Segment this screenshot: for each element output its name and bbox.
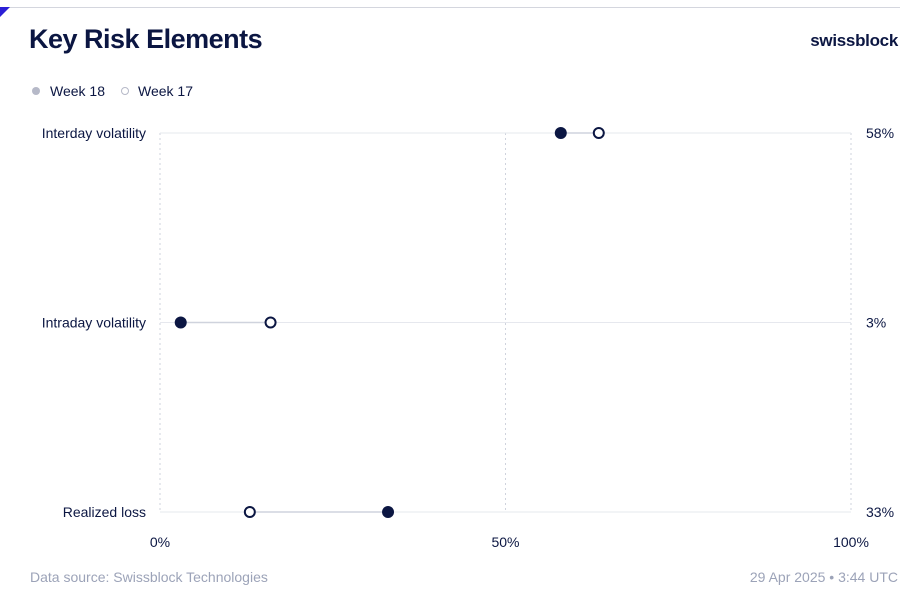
legend-label: Week 18 — [50, 83, 105, 99]
value-label: 58% — [866, 125, 894, 141]
value-label: 33% — [866, 504, 894, 520]
brand-logo: swissblock — [810, 31, 898, 50]
hollow-dot-icon — [121, 87, 129, 95]
corner-accent — [0, 7, 10, 17]
category-label: Interday volatility — [42, 125, 146, 141]
category-label: Intraday volatility — [42, 315, 146, 331]
legend-label: Week 17 — [138, 83, 193, 99]
marker-week-18 — [382, 506, 395, 518]
marker-week-17 — [592, 127, 605, 139]
value-label: 3% — [866, 315, 886, 331]
legend-item-week-18[interactable]: Week 18 — [32, 83, 105, 99]
marker-week-18 — [174, 316, 187, 329]
legend-item-week-17[interactable]: Week 17 — [121, 83, 193, 99]
top-rule — [0, 7, 900, 8]
marker-week-17 — [243, 506, 256, 518]
legend: Week 18 Week 17 — [32, 83, 209, 99]
x-tick-label: 0% — [150, 534, 170, 550]
filled-dot-icon — [32, 87, 40, 95]
timestamp: 29 Apr 2025 • 3:44 UTC — [749, 569, 898, 585]
category-label: Realized loss — [63, 504, 146, 520]
data-source: Data source: Swissblock Technologies — [30, 569, 268, 585]
chart-title: Key Risk Elements — [29, 24, 263, 54]
marker-week-17 — [264, 316, 277, 329]
x-tick-label: 100% — [833, 534, 869, 550]
x-tick-label: 50% — [491, 534, 519, 550]
marker-week-18 — [554, 127, 567, 139]
dumbbell-chart: 0% 50% 100% Interday volatility 58% Intraday … — [42, 125, 894, 550]
